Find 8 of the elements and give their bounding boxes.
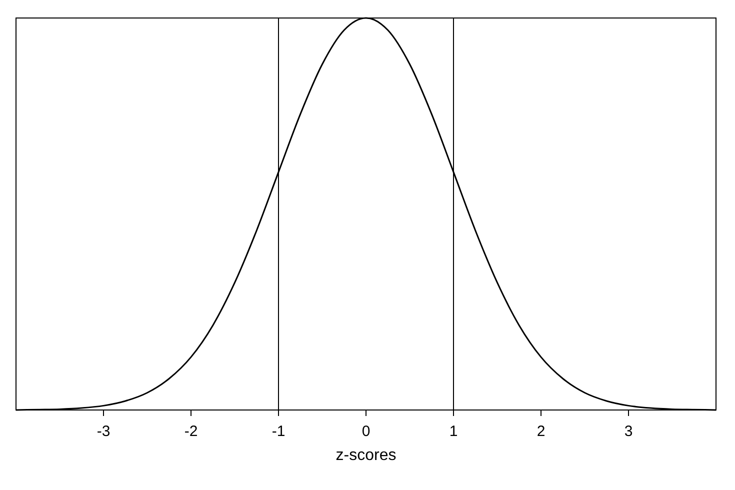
x-tick-label: -3 <box>96 423 110 440</box>
x-tick-label: -2 <box>184 423 198 440</box>
x-tick-label: -1 <box>272 423 286 440</box>
x-axis-title: z-scores <box>336 447 396 464</box>
x-tick-label: 2 <box>536 423 546 440</box>
x-tick-label: 3 <box>624 423 633 440</box>
x-tick-label: 1 <box>449 423 458 440</box>
x-tick-label: 0 <box>362 423 370 440</box>
